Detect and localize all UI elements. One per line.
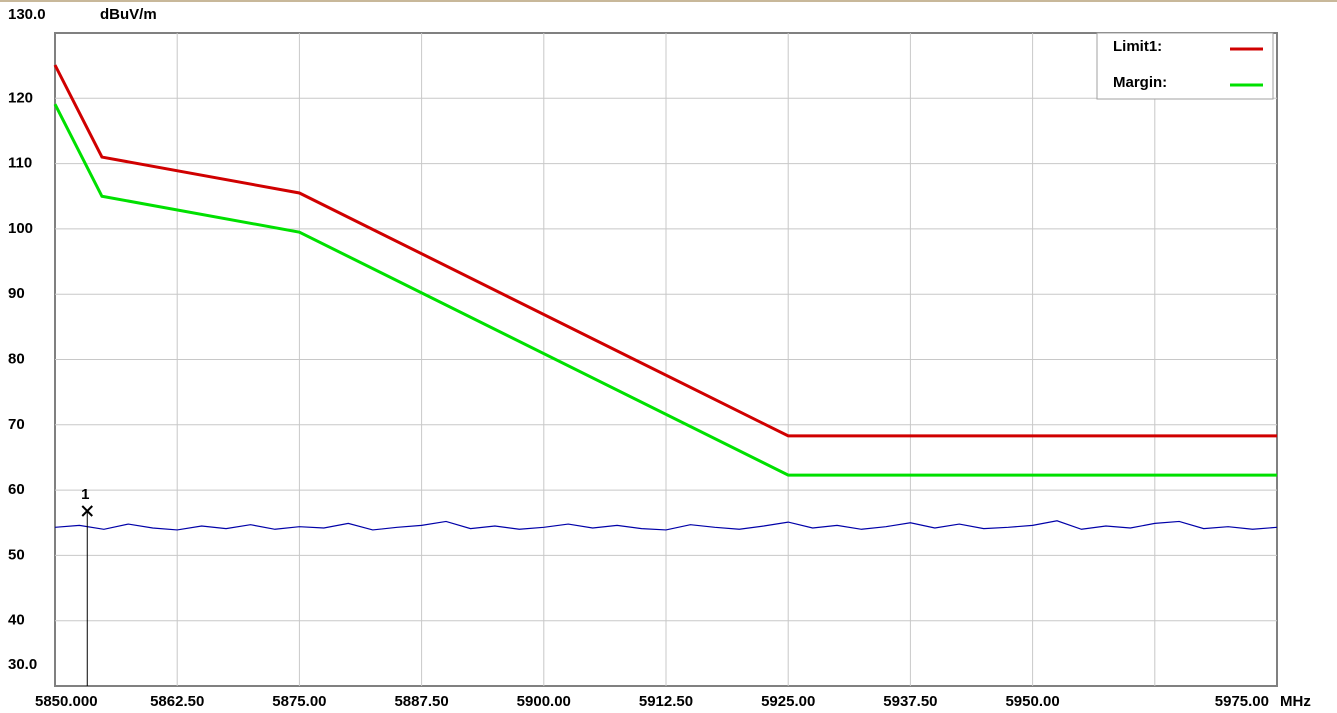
x-tick-label: 5887.50 (394, 693, 448, 710)
y-tick-label: 120 (8, 89, 33, 106)
y-tick-label: 60 (8, 481, 25, 498)
y-tick-label: 40 (8, 612, 25, 629)
y-tick-label: 110 (8, 155, 32, 172)
limit-line (53, 64, 1277, 438)
y-tick-label: 90 (8, 285, 25, 302)
marker-cross (81, 505, 93, 517)
x-tick-label: 5900.00 (517, 693, 571, 710)
x-tick-label: 5862.50 (150, 693, 204, 710)
trace-line (54, 520, 1278, 531)
x-tick-label: 5912.50 (639, 693, 693, 710)
y-tick-label: 130.0 (8, 6, 46, 23)
y-tick-label: 100 (8, 220, 33, 237)
x-tick-label: 5937.50 (883, 693, 937, 710)
x-tick-label: 5875.00 (272, 693, 326, 710)
marker-label: 1 (81, 486, 89, 503)
limit-line (53, 103, 1277, 477)
x-tick-label: 5975.00 (1215, 693, 1269, 710)
legend-label: Margin: (1113, 74, 1167, 91)
x-tick-label: 5850.000 (35, 693, 98, 710)
y-unit: dBuV/m (100, 6, 157, 23)
x-tick-label: 5950.00 (1005, 693, 1059, 710)
y-tick-label: 80 (8, 350, 25, 367)
x-unit: MHz (1280, 693, 1311, 710)
y-tick-label: 50 (8, 546, 25, 563)
y-tick-label: 70 (8, 416, 25, 433)
legend-label: Limit1: (1113, 38, 1162, 55)
x-tick-label: 5925.00 (761, 693, 815, 710)
y-tick-label: 30.0 (8, 656, 37, 673)
legend-box (1096, 32, 1274, 100)
